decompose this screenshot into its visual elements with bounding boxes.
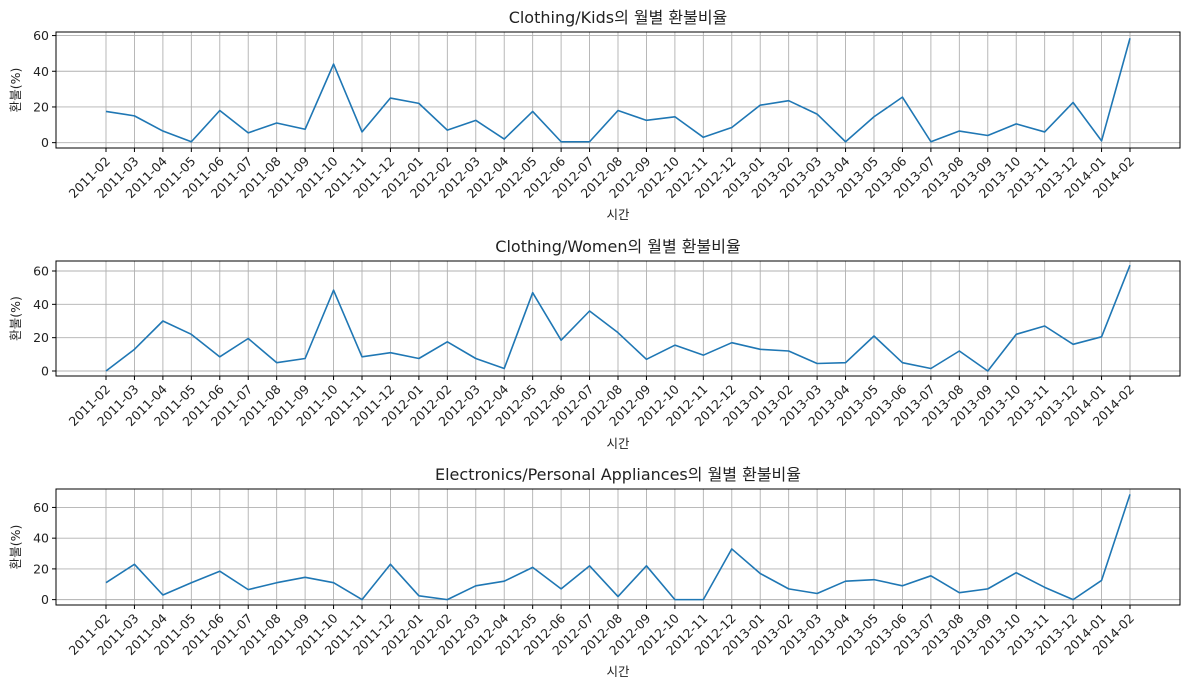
x-axis-label: 시간 <box>606 664 630 679</box>
series-line <box>105 264 1131 372</box>
y-axis-label: 환불(%) <box>8 525 23 570</box>
series-line <box>105 38 1131 143</box>
chart-panel-2: 02040602011-022011-032011-042011-052011-… <box>8 237 1181 451</box>
chart-title: Clothing/Women의 월별 환불비율 <box>495 237 740 256</box>
y-tick-label: 0 <box>41 135 49 150</box>
chart-panel-1: 02040602011-022011-032011-042011-052011-… <box>8 8 1181 222</box>
y-tick-label: 40 <box>33 297 49 312</box>
y-tick-label: 20 <box>33 99 49 114</box>
y-tick-label: 0 <box>41 364 49 379</box>
y-tick-label: 60 <box>33 264 49 279</box>
y-tick-label: 40 <box>33 64 49 79</box>
chart-panel-3: 02040602011-022011-032011-042011-052011-… <box>8 465 1181 679</box>
y-tick-label: 60 <box>33 500 49 515</box>
chart-title: Electronics/Personal Appliances의 월별 환불비율 <box>435 465 801 484</box>
y-tick-label: 0 <box>41 592 49 607</box>
x-axis-label: 시간 <box>606 436 630 451</box>
chart-title: Clothing/Kids의 월별 환불비율 <box>509 8 728 27</box>
y-tick-label: 40 <box>33 531 49 546</box>
y-tick-label: 20 <box>33 561 49 576</box>
y-axis-label: 환불(%) <box>8 68 23 113</box>
y-tick-label: 20 <box>33 330 49 345</box>
x-axis-label: 시간 <box>606 207 630 222</box>
y-tick-label: 60 <box>33 28 49 43</box>
series-line <box>105 494 1131 601</box>
y-axis-label: 환불(%) <box>8 296 23 341</box>
